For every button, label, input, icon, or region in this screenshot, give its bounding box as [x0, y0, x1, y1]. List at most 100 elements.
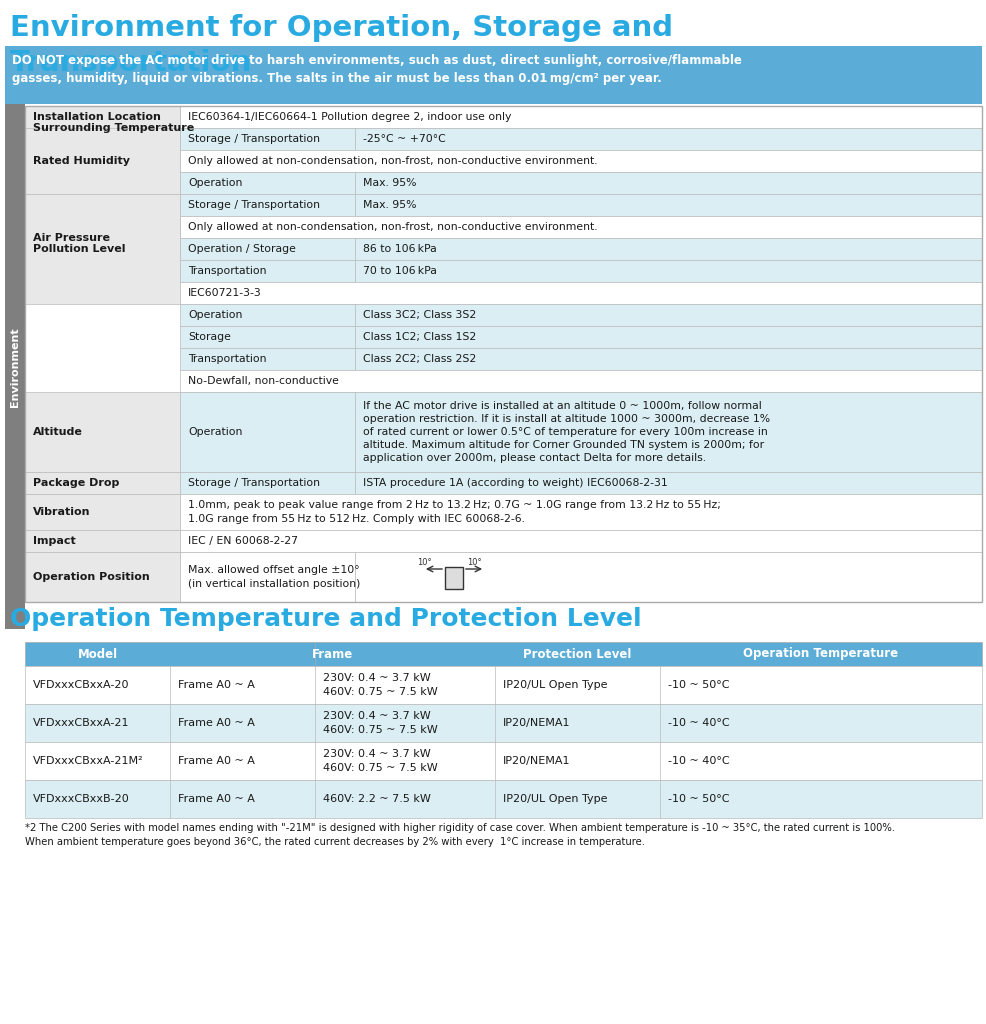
- Text: Rated Humidity: Rated Humidity: [33, 156, 130, 166]
- Text: DO NOT expose the AC motor drive to harsh environments, such as dust, direct sun: DO NOT expose the AC motor drive to hars…: [12, 54, 741, 85]
- Text: 70 to 106 kPa: 70 to 106 kPa: [363, 266, 437, 276]
- Text: 1.0mm, peak to peak value range from 2 Hz to 13.2 Hz; 0.7G ~ 1.0G range from 13.: 1.0mm, peak to peak value range from 2 H…: [187, 501, 720, 523]
- FancyBboxPatch shape: [25, 642, 981, 666]
- FancyBboxPatch shape: [179, 494, 981, 530]
- FancyBboxPatch shape: [445, 567, 462, 589]
- Text: Transportation: Transportation: [187, 266, 266, 276]
- FancyBboxPatch shape: [179, 260, 355, 282]
- Text: IP20/UL Open Type: IP20/UL Open Type: [503, 794, 607, 804]
- FancyBboxPatch shape: [179, 472, 355, 494]
- Text: Max. allowed offset angle ±10°
(in vertical installation position): Max. allowed offset angle ±10° (in verti…: [187, 565, 360, 589]
- Text: If the AC motor drive is installed at an altitude 0 ~ 1000m, follow normal
opera: If the AC motor drive is installed at an…: [363, 400, 769, 464]
- FancyBboxPatch shape: [179, 304, 355, 326]
- Text: 10°: 10°: [416, 558, 431, 567]
- FancyBboxPatch shape: [355, 194, 981, 216]
- Text: -10 ~ 50°C: -10 ~ 50°C: [668, 680, 729, 690]
- FancyBboxPatch shape: [355, 472, 981, 494]
- FancyBboxPatch shape: [179, 552, 355, 602]
- FancyBboxPatch shape: [5, 46, 981, 104]
- Text: IEC / EN 60068-2-27: IEC / EN 60068-2-27: [187, 536, 298, 546]
- Text: Air Pressure: Air Pressure: [33, 233, 109, 243]
- FancyBboxPatch shape: [355, 128, 981, 150]
- Text: 230V: 0.4 ~ 3.7 kW
460V: 0.75 ~ 7.5 kW: 230V: 0.4 ~ 3.7 kW 460V: 0.75 ~ 7.5 kW: [322, 711, 438, 735]
- Text: Package Drop: Package Drop: [33, 478, 119, 488]
- Text: 86 to 106 kPa: 86 to 106 kPa: [363, 244, 437, 254]
- Text: -10 ~ 40°C: -10 ~ 40°C: [668, 756, 729, 766]
- Text: Frame A0 ~ A: Frame A0 ~ A: [177, 718, 254, 728]
- Text: Surrounding Temperature: Surrounding Temperature: [33, 123, 194, 133]
- Text: Model: Model: [77, 647, 117, 660]
- Text: Operation Temperature: Operation Temperature: [742, 647, 897, 660]
- Text: Impact: Impact: [33, 536, 76, 546]
- Text: 10°: 10°: [466, 558, 481, 567]
- FancyBboxPatch shape: [25, 494, 179, 530]
- FancyBboxPatch shape: [5, 104, 25, 629]
- FancyBboxPatch shape: [179, 128, 355, 150]
- Text: -10 ~ 40°C: -10 ~ 40°C: [668, 718, 729, 728]
- Text: Only allowed at non-condensation, non-frost, non-conductive environment.: Only allowed at non-condensation, non-fr…: [187, 156, 597, 166]
- FancyBboxPatch shape: [179, 370, 981, 392]
- Text: Storage / Transportation: Storage / Transportation: [187, 134, 319, 144]
- FancyBboxPatch shape: [179, 530, 981, 552]
- Text: *2 The C200 Series with model names ending with "-21M" is designed with higher r: *2 The C200 Series with model names endi…: [25, 823, 894, 847]
- Text: Operation: Operation: [187, 310, 243, 319]
- FancyBboxPatch shape: [179, 172, 355, 194]
- FancyBboxPatch shape: [355, 392, 981, 472]
- Text: IEC60364-1/IEC60664-1 Pollution degree 2, indoor use only: IEC60364-1/IEC60664-1 Pollution degree 2…: [187, 112, 511, 122]
- FancyBboxPatch shape: [355, 172, 981, 194]
- Text: IP20/UL Open Type: IP20/UL Open Type: [503, 680, 607, 690]
- Text: Installation Location: Installation Location: [33, 112, 161, 122]
- FancyBboxPatch shape: [179, 392, 355, 472]
- FancyBboxPatch shape: [179, 106, 981, 128]
- Text: Class 1C2; Class 1S2: Class 1C2; Class 1S2: [363, 332, 476, 342]
- Text: Storage: Storage: [187, 332, 231, 342]
- FancyBboxPatch shape: [25, 780, 981, 818]
- FancyBboxPatch shape: [355, 304, 981, 326]
- Text: IP20/NEMA1: IP20/NEMA1: [503, 718, 570, 728]
- FancyBboxPatch shape: [179, 238, 355, 260]
- FancyBboxPatch shape: [25, 216, 179, 260]
- FancyBboxPatch shape: [355, 326, 981, 348]
- Text: Class 3C2; Class 3S2: Class 3C2; Class 3S2: [363, 310, 476, 319]
- Text: Class 2C2; Class 2S2: Class 2C2; Class 2S2: [363, 354, 476, 364]
- FancyBboxPatch shape: [179, 194, 355, 216]
- FancyBboxPatch shape: [355, 260, 981, 282]
- Text: Protection Level: Protection Level: [523, 647, 631, 660]
- FancyBboxPatch shape: [355, 238, 981, 260]
- Text: VFDxxxCBxxB-20: VFDxxxCBxxB-20: [33, 794, 129, 804]
- Text: Frame: Frame: [312, 647, 353, 660]
- Text: -25°C ~ +70°C: -25°C ~ +70°C: [363, 134, 446, 144]
- Text: VFDxxxCBxxA-20: VFDxxxCBxxA-20: [33, 680, 129, 690]
- FancyBboxPatch shape: [25, 472, 179, 494]
- Text: VFDxxxCBxxA-21M²: VFDxxxCBxxA-21M²: [33, 756, 144, 766]
- FancyBboxPatch shape: [25, 106, 179, 128]
- Text: Environment: Environment: [10, 328, 20, 407]
- FancyBboxPatch shape: [25, 742, 981, 780]
- FancyBboxPatch shape: [25, 705, 981, 742]
- FancyBboxPatch shape: [179, 216, 981, 238]
- Text: Operation Position: Operation Position: [33, 572, 150, 582]
- FancyBboxPatch shape: [179, 326, 355, 348]
- Text: IP20/NEMA1: IP20/NEMA1: [503, 756, 570, 766]
- Text: Operation: Operation: [187, 427, 243, 437]
- FancyBboxPatch shape: [179, 348, 355, 370]
- Text: VFDxxxCBxxA-21: VFDxxxCBxxA-21: [33, 718, 129, 728]
- FancyBboxPatch shape: [355, 348, 981, 370]
- Text: Operation Temperature and Protection Level: Operation Temperature and Protection Lev…: [10, 607, 641, 631]
- Text: 230V: 0.4 ~ 3.7 kW
460V: 0.75 ~ 7.5 kW: 230V: 0.4 ~ 3.7 kW 460V: 0.75 ~ 7.5 kW: [322, 749, 438, 773]
- FancyBboxPatch shape: [25, 128, 179, 194]
- FancyBboxPatch shape: [25, 552, 179, 602]
- FancyBboxPatch shape: [25, 194, 179, 304]
- Text: Frame A0 ~ A: Frame A0 ~ A: [177, 794, 254, 804]
- Text: Operation: Operation: [187, 178, 243, 188]
- FancyBboxPatch shape: [25, 392, 179, 472]
- FancyBboxPatch shape: [179, 150, 981, 172]
- Text: Max. 95%: Max. 95%: [363, 178, 416, 188]
- Text: -10 ~ 50°C: -10 ~ 50°C: [668, 794, 729, 804]
- Text: ISTA procedure 1A (according to weight) IEC60068-2-31: ISTA procedure 1A (according to weight) …: [363, 478, 668, 488]
- FancyBboxPatch shape: [25, 666, 981, 705]
- Text: Storage / Transportation: Storage / Transportation: [187, 200, 319, 210]
- Text: Frame A0 ~ A: Frame A0 ~ A: [177, 680, 254, 690]
- Text: 460V: 2.2 ~ 7.5 kW: 460V: 2.2 ~ 7.5 kW: [322, 794, 431, 804]
- FancyBboxPatch shape: [25, 106, 179, 150]
